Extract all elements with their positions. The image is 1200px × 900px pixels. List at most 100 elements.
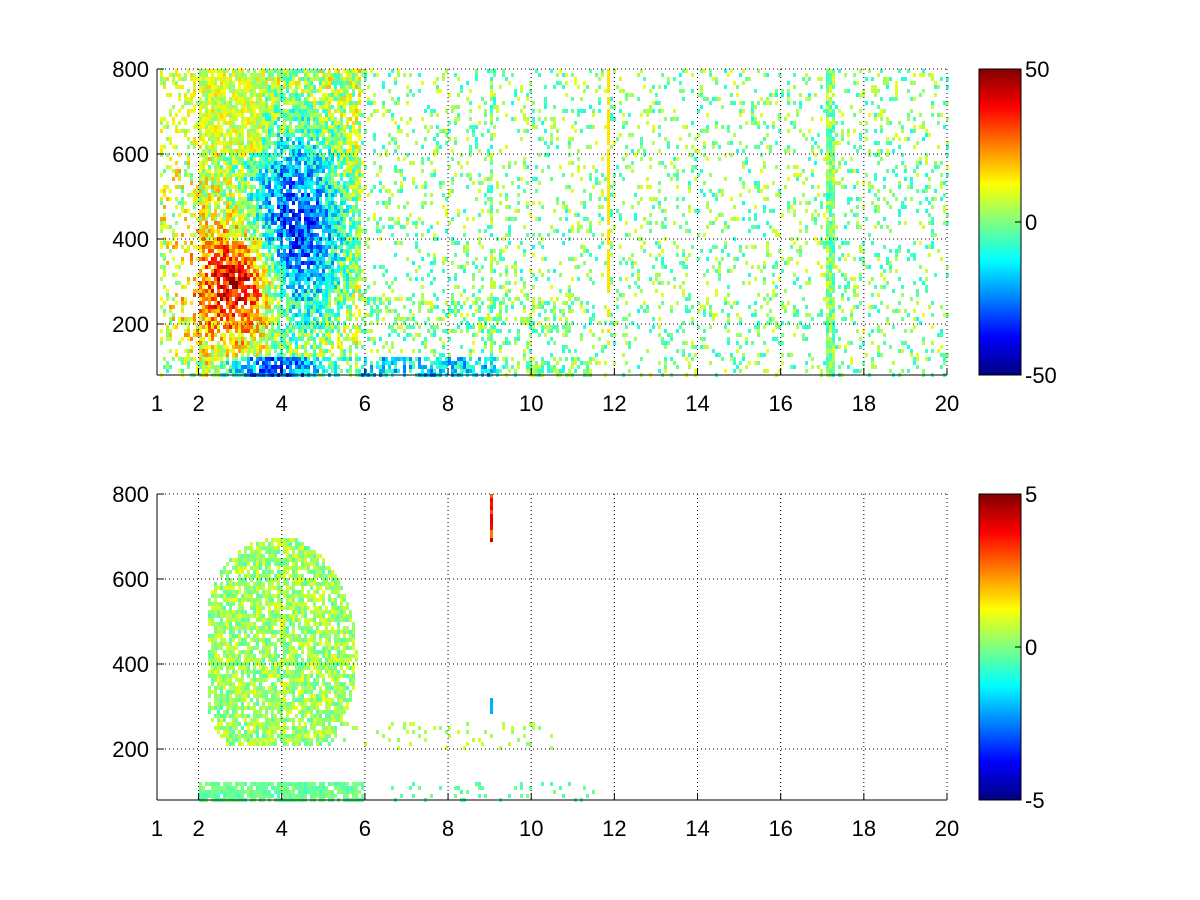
heatmap-cell — [403, 205, 406, 209]
heatmap-cell — [283, 313, 286, 317]
heatmap-cell — [376, 305, 379, 309]
heatmap-cell — [223, 237, 226, 241]
heatmap-cell — [265, 261, 268, 265]
heatmap-cell — [259, 329, 262, 333]
heatmap-cell — [490, 177, 493, 181]
heatmap-cell — [340, 353, 343, 357]
heatmap-cell — [319, 105, 322, 109]
heatmap-cell — [271, 209, 274, 213]
heatmap-cell — [358, 213, 361, 217]
heatmap-cell — [493, 305, 496, 309]
heatmap-cell — [346, 77, 349, 81]
heatmap-cell — [343, 185, 346, 189]
heatmap-cell — [262, 201, 265, 205]
heatmap-cell — [205, 273, 208, 277]
heatmap-cell — [244, 121, 247, 125]
heatmap-cell — [172, 121, 175, 125]
heatmap-cell — [235, 341, 238, 345]
heatmap-cell — [205, 153, 208, 157]
heatmap-cell — [211, 133, 214, 137]
heatmap-cell — [238, 109, 241, 113]
heatmap-cell — [529, 81, 532, 85]
heatmap-cell — [199, 273, 202, 277]
heatmap-cell — [265, 297, 268, 301]
heatmap-cell — [196, 185, 199, 189]
heatmap-cell — [313, 149, 316, 153]
heatmap-cell — [214, 353, 217, 357]
heatmap-cell — [217, 341, 220, 345]
heatmap-cell — [277, 77, 280, 81]
heatmap-cell — [238, 233, 241, 237]
heatmap-cell — [226, 145, 229, 149]
heatmap-cell — [394, 241, 397, 245]
heatmap-cell — [301, 325, 304, 329]
heatmap-cell — [259, 341, 262, 345]
heatmap-cell — [226, 69, 229, 73]
heatmap-cell — [553, 325, 556, 329]
heatmap-cell — [421, 81, 424, 85]
heatmap-cell — [208, 365, 211, 369]
heatmap-cell — [556, 369, 559, 373]
heatmap-cell — [241, 93, 244, 97]
heatmap-cell — [268, 281, 271, 285]
heatmap-cell — [307, 253, 310, 257]
heatmap-cell — [313, 265, 316, 269]
heatmap-cell — [181, 77, 184, 81]
heatmap-cell — [319, 285, 322, 289]
heatmap-cell — [277, 93, 280, 97]
heatmap-cell — [328, 201, 331, 205]
heatmap-cell — [175, 301, 178, 305]
heatmap-cell — [331, 77, 334, 81]
heatmap-cell — [238, 277, 241, 281]
heatmap-cell — [454, 369, 457, 373]
heatmap-cell — [325, 273, 328, 277]
heatmap-cell — [199, 121, 202, 125]
heatmap-cell — [229, 293, 232, 297]
heatmap-cell — [352, 293, 355, 297]
heatmap-cell — [541, 137, 544, 141]
heatmap-cell — [427, 301, 430, 305]
heatmap-cell — [316, 249, 319, 253]
heatmap-cell — [349, 297, 352, 301]
heatmap-cell — [427, 229, 430, 233]
heatmap-cell — [265, 157, 268, 161]
heatmap-cell — [505, 317, 508, 321]
heatmap-cell — [259, 165, 262, 169]
heatmap-cell — [316, 273, 319, 277]
heatmap-cell — [484, 177, 487, 181]
heatmap-cell — [358, 297, 361, 301]
heatmap-cell — [484, 341, 487, 345]
heatmap-cell — [478, 121, 481, 125]
heatmap-cell — [211, 237, 214, 241]
heatmap-cell — [415, 333, 418, 337]
heatmap-cell — [301, 289, 304, 293]
heatmap-cell — [397, 157, 400, 161]
heatmap-cell — [280, 209, 283, 213]
heatmap-cell — [262, 213, 265, 217]
heatmap-cell — [352, 77, 355, 81]
heatmap-cell — [301, 109, 304, 113]
heatmap-cell — [430, 369, 433, 373]
heatmap-cell — [358, 293, 361, 297]
heatmap-cell — [202, 125, 205, 129]
heatmap-cell — [226, 269, 229, 273]
heatmap-cell — [352, 301, 355, 305]
heatmap-cell — [469, 305, 472, 309]
heatmap-cell — [505, 113, 508, 117]
heatmap-cell — [247, 133, 250, 137]
heatmap-cell — [280, 197, 283, 201]
heatmap-cell — [355, 209, 358, 213]
heatmap-cell — [241, 369, 244, 373]
heatmap-cell — [511, 265, 514, 269]
heatmap-cell — [328, 337, 331, 341]
heatmap-cell — [484, 101, 487, 105]
heatmap-cell — [304, 73, 307, 77]
heatmap-cell — [334, 141, 337, 145]
heatmap-cell — [445, 141, 448, 145]
heatmap-cell — [556, 201, 559, 205]
heatmap-cell — [391, 289, 394, 293]
heatmap-cell — [232, 209, 235, 213]
heatmap-cell — [490, 117, 493, 121]
heatmap-cell — [265, 97, 268, 101]
heatmap-cell — [250, 333, 253, 337]
